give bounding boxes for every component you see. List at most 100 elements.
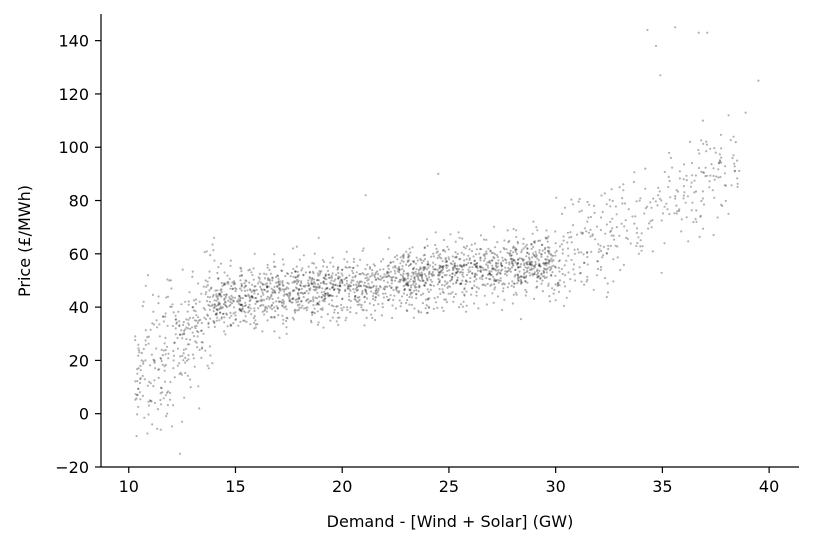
scatter-point (380, 260, 383, 263)
scatter-point (547, 262, 550, 265)
scatter-point (580, 231, 583, 234)
scatter-point (475, 278, 478, 281)
scatter-point (421, 279, 424, 283)
scatter-point (341, 297, 344, 300)
scatter-point (287, 292, 290, 295)
scatter-point (480, 248, 483, 251)
x-tick-label: 20 (332, 477, 352, 496)
scatter-point (394, 272, 397, 275)
scatter-point (302, 254, 305, 257)
scatter-point (513, 275, 516, 278)
scatter-point (311, 278, 314, 281)
scatter-point (225, 293, 228, 296)
scatter-point (554, 299, 557, 302)
scatter-point (491, 264, 494, 267)
scatter-point (164, 394, 167, 397)
scatter-point (260, 298, 264, 301)
scatter-point (266, 319, 269, 322)
scatter-point (437, 270, 440, 274)
scatter-point (692, 220, 695, 224)
scatter-point (271, 297, 274, 301)
scatter-point (255, 296, 258, 300)
scatter-point (292, 267, 295, 271)
scatter-point (476, 262, 479, 265)
scatter-point (457, 268, 461, 271)
scatter-point (273, 315, 276, 318)
scatter-point (561, 248, 565, 251)
scatter-point (208, 270, 211, 273)
scatter-point (473, 284, 476, 287)
scatter-point (387, 274, 390, 277)
scatter-point (280, 269, 283, 272)
scatter-point (408, 280, 411, 283)
scatter-point (540, 255, 543, 258)
scatter-point (181, 354, 184, 357)
scatter-point (488, 272, 491, 275)
scatter-point (514, 291, 517, 294)
scatter-point (511, 280, 514, 283)
scatter-point (474, 265, 477, 268)
scatter-point (415, 256, 418, 259)
scatter-point (354, 299, 357, 302)
scatter-point (485, 263, 488, 266)
scatter-point (451, 291, 454, 294)
scatter-point (164, 353, 167, 356)
scatter-point (196, 321, 199, 324)
scatter-point (272, 260, 275, 263)
scatter-point (304, 284, 307, 287)
scatter-point (418, 284, 421, 287)
scatter-point (300, 306, 303, 309)
scatter-point (242, 319, 245, 322)
scatter-point (356, 280, 359, 283)
scatter-point (327, 293, 330, 296)
scatter-point (551, 271, 554, 274)
scatter-point (261, 330, 264, 333)
scatter-point (235, 300, 239, 303)
scatter-point (720, 156, 723, 159)
scatter-point (481, 283, 484, 286)
scatter-point (736, 185, 739, 188)
scatter-point (182, 323, 185, 327)
scatter-point (480, 275, 483, 278)
scatter-point (543, 251, 547, 254)
scatter-point (269, 306, 272, 309)
scatter-point (485, 250, 488, 253)
scatter-point (374, 299, 377, 302)
scatter-point (188, 291, 191, 294)
scatter-point (307, 284, 310, 287)
scatter-point (429, 288, 432, 291)
scatter-point (524, 294, 527, 297)
scatter-point (473, 275, 476, 278)
scatter-point (516, 258, 520, 261)
scatter-point (275, 305, 278, 308)
scatter-point (493, 253, 497, 256)
scatter-point (303, 292, 306, 295)
scatter-point (249, 323, 252, 326)
scatter-point (222, 312, 225, 315)
scatter-point (600, 249, 603, 253)
scatter-point (157, 368, 160, 371)
scatter-point (562, 281, 566, 284)
scatter-point (282, 305, 285, 308)
scatter-point (538, 269, 541, 272)
scatter-point (234, 311, 237, 314)
scatter-point (414, 270, 417, 273)
scatter-point (269, 316, 273, 319)
scatter-point (157, 302, 160, 305)
scatter-point (294, 298, 297, 301)
scatter-point (582, 253, 585, 256)
scatter-point (402, 276, 405, 279)
scatter-point (200, 329, 203, 332)
scatter-point (511, 258, 514, 261)
scatter-point (204, 318, 207, 321)
scatter-point (543, 248, 547, 251)
scatter-point (281, 281, 284, 284)
scatter-point (166, 278, 169, 281)
scatter-point (586, 200, 589, 204)
scatter-point (612, 280, 615, 283)
scatter-point (537, 271, 540, 275)
scatter-point (496, 295, 500, 298)
scatter-point (483, 294, 486, 297)
scatter-point (448, 258, 451, 261)
scatter-point (694, 217, 697, 221)
